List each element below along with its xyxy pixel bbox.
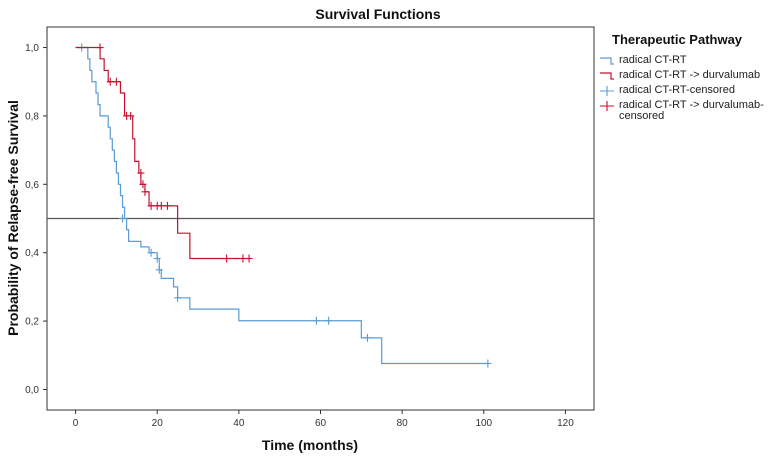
legend-title: Therapeutic Pathway	[612, 32, 743, 47]
y-axis: 0,0 0,2 0,4 0,6 0,8 1,0	[25, 43, 47, 396]
legend: Therapeutic Pathway radical CT-RT radical…	[600, 32, 764, 122]
legend-swatch-line	[600, 72, 614, 80]
censor-mark-ct-rt	[147, 248, 155, 257]
censor-mark-ct-rt-durvalumab	[223, 254, 231, 263]
censor-mark-ct-rt	[312, 316, 320, 325]
y-axis-label: Probability of Relapse-free Survival	[5, 100, 21, 336]
censor-mark-ct-rt-durvalumab	[139, 180, 147, 189]
legend-swatch-line	[600, 57, 614, 65]
censor-mark-ct-rt	[174, 293, 182, 302]
x-axis-label: Time (months)	[262, 437, 358, 453]
censor-mark-ct-rt-durvalumab	[96, 43, 104, 52]
censor-mark-ct-rt-durvalumab	[106, 77, 114, 86]
x-tick-label: 60	[315, 418, 327, 429]
censor-mark-ct-rt	[119, 214, 127, 223]
y-tick-label: 0,2	[25, 317, 39, 328]
y-tick-label: 0,8	[25, 111, 39, 122]
x-tick-label: 0	[73, 418, 79, 429]
y-tick-label: 1,0	[25, 43, 39, 54]
x-tick-label: 120	[557, 418, 574, 429]
censor-mark-ct-rt	[325, 316, 333, 325]
censor-mark-ct-rt-durvalumab	[137, 169, 145, 178]
x-tick-label: 20	[152, 418, 164, 429]
y-tick-label: 0,6	[25, 180, 39, 191]
legend-label: radical CT-RT	[619, 54, 687, 66]
x-tick-label: 40	[233, 418, 245, 429]
legend-label: radical CT-RT -> durvalumab	[619, 69, 760, 81]
y-tick-label: 0,0	[25, 385, 39, 396]
x-tick-label: 100	[475, 418, 492, 429]
censor-mark-ct-rt-durvalumab	[147, 201, 155, 210]
legend-swatch-censor	[600, 86, 614, 96]
x-tick-label: 80	[397, 418, 409, 429]
censor-mark-ct-rt	[155, 265, 163, 274]
censor-mark-ct-rt-durvalumab	[112, 77, 120, 86]
censor-mark-ct-rt-durvalumab	[127, 111, 135, 120]
series-line-ct-rt	[75, 46, 488, 365]
series-line-ct-rt-durvalumab	[75, 46, 252, 260]
chart-title: Survival Functions	[315, 6, 440, 22]
y-tick-label: 0,4	[25, 248, 39, 259]
legend-label: radical CT-RT -> durvalumab-	[619, 99, 764, 111]
censor-mark-ct-rt	[484, 359, 492, 368]
legend-label: radical CT-RT-censored	[619, 84, 735, 96]
legend-label: censored	[619, 110, 664, 122]
censor-mark-ct-rt-durvalumab	[163, 201, 171, 210]
series-layer	[75, 43, 492, 368]
censor-mark-ct-rt-durvalumab	[157, 201, 165, 210]
censor-mark-ct-rt-durvalumab	[245, 254, 253, 263]
censor-mark-ct-rt-durvalumab	[141, 187, 149, 196]
legend-swatch-censor	[600, 101, 614, 111]
censor-mark-ct-rt	[363, 333, 371, 342]
x-axis: 0 20 40 60 80 100 120	[73, 410, 574, 429]
censor-mark-ct-rt-durvalumab	[239, 254, 247, 263]
censor-mark-ct-rt	[153, 254, 161, 263]
